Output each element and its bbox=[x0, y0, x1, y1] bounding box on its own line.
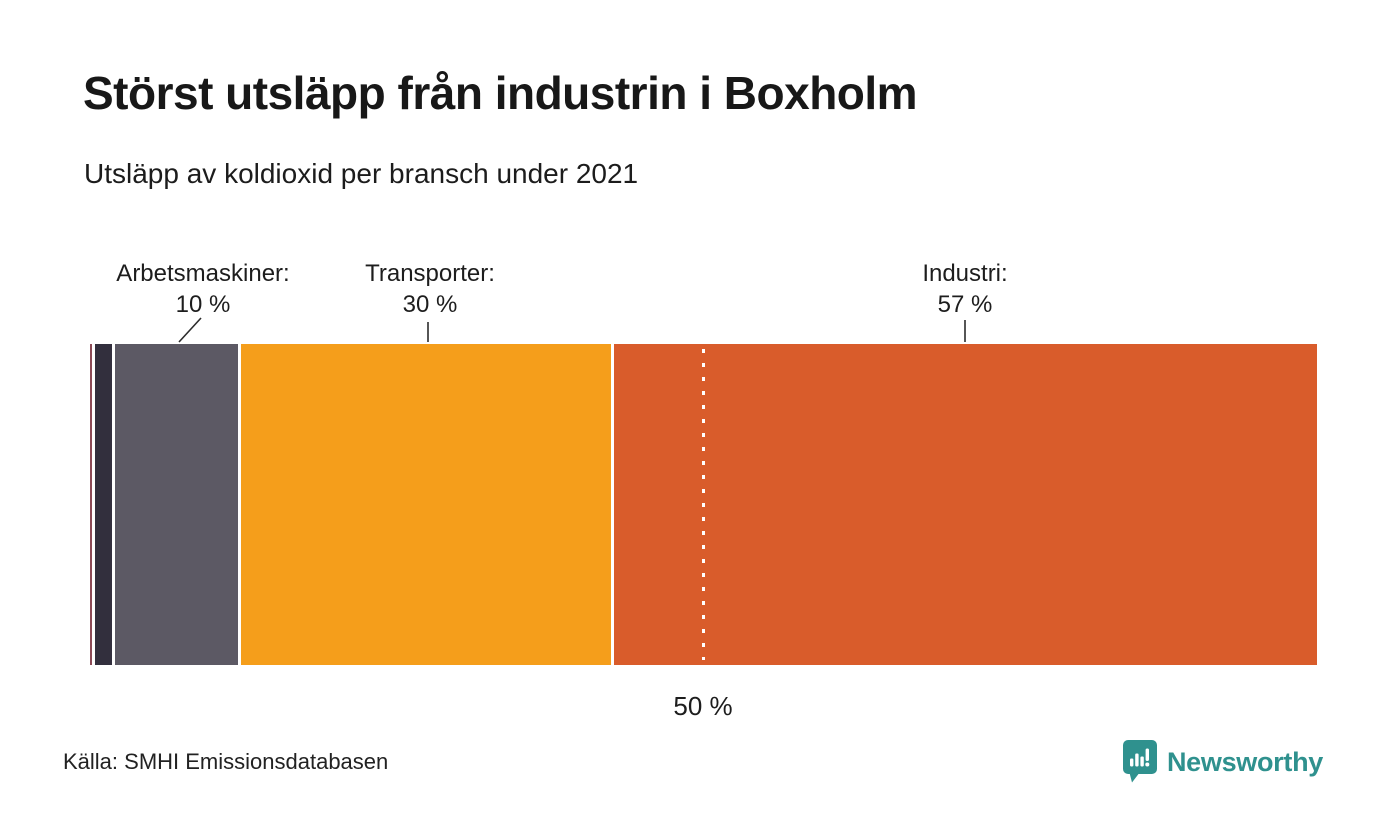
bar-segment-arbetsmaskiner bbox=[114, 344, 238, 665]
callout-transporter-value: 30 % bbox=[402, 291, 458, 318]
callout-industri-title: Industri: bbox=[922, 260, 1008, 287]
bar-segment-transporter bbox=[240, 344, 611, 665]
marker-label-50: 50 % bbox=[673, 691, 733, 721]
callout-transporter: Transporter: 30 % bbox=[365, 258, 495, 320]
page-title: Störst utsläpp från industrin i Boxholm bbox=[83, 67, 918, 119]
callout-arbetsmaskiner-value: 10 % bbox=[175, 291, 231, 318]
chart-area bbox=[90, 344, 1317, 665]
newsworthy-pin-icon bbox=[1122, 740, 1157, 783]
newsworthy-logo[interactable]: Newsworthy bbox=[1122, 740, 1323, 785]
bar-segment-unlabeled-1 bbox=[95, 344, 112, 665]
callout-industri-value: 57 % bbox=[937, 291, 993, 318]
newsworthy-wordmark: Newsworthy bbox=[1166, 747, 1323, 777]
source-credit: Källa: SMHI Emissionsdatabasen bbox=[63, 749, 389, 774]
stacked-bar bbox=[90, 344, 1317, 665]
bar-segment-industri bbox=[613, 344, 1317, 665]
callout-arbetsmaskiner-title: Arbetsmaskiner: bbox=[116, 260, 290, 287]
callout-industri: Industri: 57 % bbox=[922, 258, 1007, 320]
page-subtitle: Utsläpp av koldioxid per bransch under 2… bbox=[84, 158, 639, 189]
callout-transporter-title: Transporter: bbox=[365, 260, 495, 287]
callout-arbetsmaskiner: Arbetsmaskiner: 10 % bbox=[116, 258, 289, 320]
marker-line-50 bbox=[702, 349, 705, 660]
bar-segment-unlabeled-0 bbox=[90, 344, 93, 665]
